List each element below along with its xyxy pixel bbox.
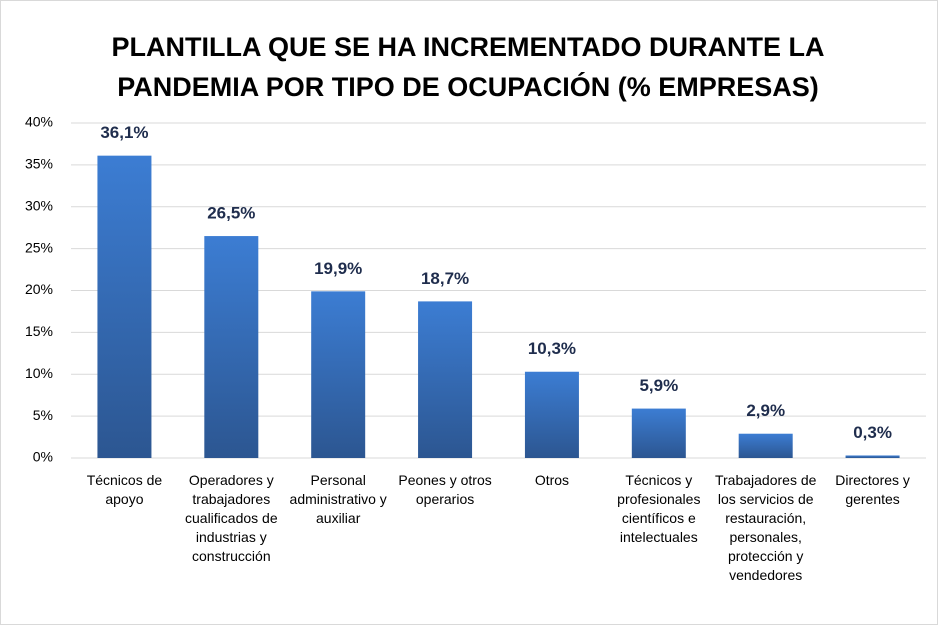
value-label: 0,3% [853, 423, 892, 442]
y-tick-label: 0% [33, 449, 53, 465]
x-tick-label: Trabajadores de los servicios de restaur… [714, 472, 817, 583]
y-tick-label: 20% [25, 281, 53, 297]
value-label: 10,3% [528, 339, 576, 358]
x-tick-label: Personal administrativo y auxiliar [289, 472, 387, 526]
value-label: 26,5% [207, 204, 255, 223]
bar [631, 408, 686, 458]
x-tick-label: Directores y gerentes [835, 472, 910, 507]
y-tick-label: 40% [25, 114, 53, 130]
y-tick-label: 30% [25, 197, 53, 213]
x-tick-label: Otros [534, 472, 570, 488]
value-label: 2,9% [746, 401, 785, 420]
x-tick-label: Peones y otros operarios [398, 472, 492, 507]
bar [418, 301, 473, 458]
value-label: 36,1% [100, 123, 148, 142]
bar [311, 291, 366, 458]
bar [738, 433, 793, 458]
y-tick-label: 10% [25, 365, 53, 381]
value-label: 19,9% [314, 259, 362, 278]
x-tick-label: Técnicos y profesionales científicos e i… [617, 472, 701, 545]
y-tick-label: 25% [25, 239, 53, 255]
y-tick-label: 5% [33, 407, 53, 423]
x-tick-label: Técnicos de apoyo [86, 472, 163, 507]
bar [97, 155, 152, 458]
bar [524, 371, 579, 458]
value-label: 18,7% [421, 269, 469, 288]
value-label: 5,9% [639, 376, 678, 395]
x-tick-label: Operadores y trabajadores cualificados d… [185, 472, 278, 564]
y-tick-label: 15% [25, 323, 53, 339]
y-tick-label: 35% [25, 156, 53, 172]
bar [845, 455, 900, 458]
chart-title: PLANTILLA QUE SE HA INCREMENTADO DURANTE… [111, 32, 825, 102]
bar [204, 236, 259, 458]
